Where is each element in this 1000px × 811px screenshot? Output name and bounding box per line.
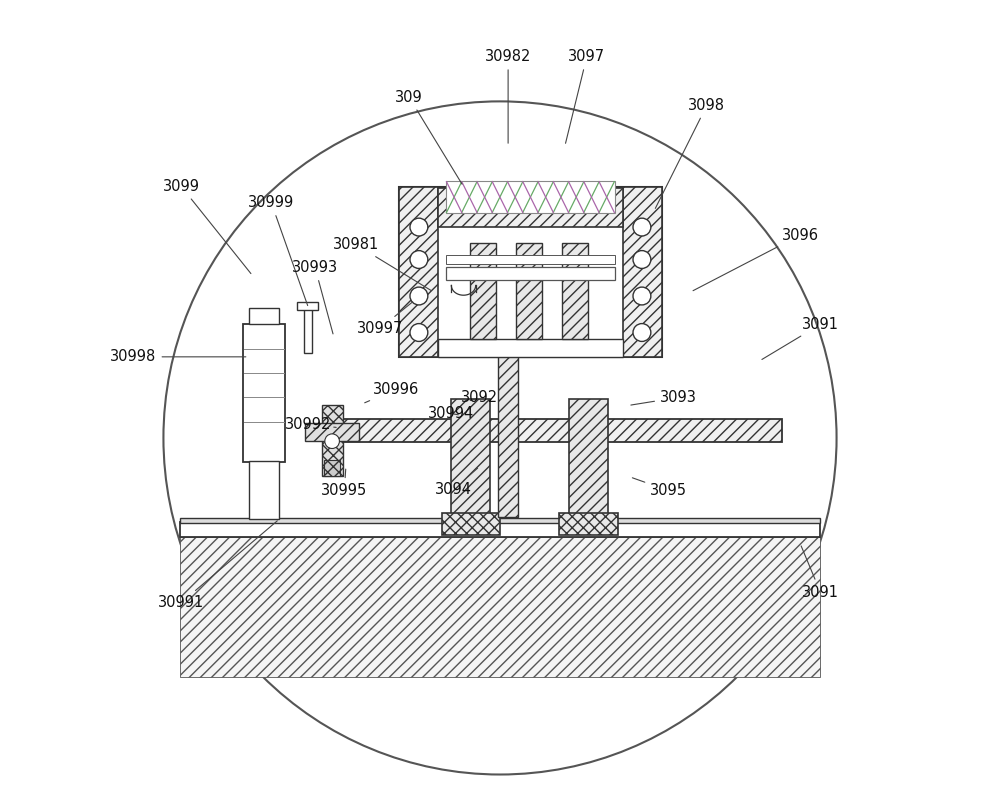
Text: 30996: 30996 bbox=[365, 382, 419, 403]
Bar bbox=[249, 461, 279, 519]
Bar bbox=[438, 339, 623, 357]
Bar bbox=[180, 522, 820, 537]
Text: 30998: 30998 bbox=[110, 350, 246, 364]
Text: 30992: 30992 bbox=[285, 417, 336, 431]
Text: 3096: 3096 bbox=[693, 228, 819, 290]
Bar bbox=[446, 255, 615, 264]
Text: 3095: 3095 bbox=[632, 478, 687, 498]
Bar bbox=[399, 187, 438, 357]
Bar bbox=[569, 399, 608, 517]
Text: 30997: 30997 bbox=[357, 302, 413, 336]
Bar bbox=[180, 518, 820, 523]
Bar bbox=[442, 513, 500, 535]
Text: 3091: 3091 bbox=[801, 546, 839, 599]
Bar bbox=[470, 243, 496, 339]
Bar bbox=[498, 354, 518, 517]
Circle shape bbox=[633, 324, 651, 341]
Bar bbox=[516, 243, 542, 339]
Circle shape bbox=[410, 218, 428, 236]
Text: 30993: 30993 bbox=[292, 260, 338, 334]
Circle shape bbox=[410, 251, 428, 268]
Text: 30982: 30982 bbox=[485, 49, 531, 144]
Bar bbox=[336, 419, 782, 442]
Text: 30991: 30991 bbox=[158, 521, 277, 610]
Bar bbox=[451, 399, 490, 517]
Text: 3097: 3097 bbox=[566, 49, 605, 144]
Text: 3093: 3093 bbox=[631, 390, 697, 405]
Bar bbox=[304, 308, 312, 353]
Bar bbox=[399, 187, 662, 357]
Circle shape bbox=[325, 434, 339, 448]
Text: 3099: 3099 bbox=[163, 179, 251, 273]
Bar bbox=[180, 537, 820, 677]
Bar bbox=[446, 267, 615, 280]
Text: 30999: 30999 bbox=[248, 195, 308, 306]
Text: 3094: 3094 bbox=[435, 468, 478, 496]
Bar bbox=[324, 460, 340, 476]
Circle shape bbox=[633, 218, 651, 236]
Bar bbox=[243, 324, 285, 462]
Bar bbox=[623, 187, 662, 357]
Text: 309: 309 bbox=[395, 90, 462, 184]
Text: 30994: 30994 bbox=[428, 406, 474, 421]
Text: 3091: 3091 bbox=[762, 317, 839, 359]
Bar bbox=[297, 302, 318, 310]
Text: 30995: 30995 bbox=[321, 469, 367, 498]
Bar bbox=[446, 181, 615, 213]
Bar bbox=[562, 243, 588, 339]
Circle shape bbox=[633, 251, 651, 268]
Bar bbox=[438, 188, 623, 227]
Circle shape bbox=[410, 287, 428, 305]
Circle shape bbox=[163, 101, 837, 775]
Bar bbox=[322, 405, 343, 476]
Circle shape bbox=[410, 324, 428, 341]
Circle shape bbox=[633, 287, 651, 305]
Bar bbox=[305, 423, 359, 441]
Bar bbox=[249, 308, 279, 324]
Bar bbox=[559, 513, 618, 535]
Text: 30981: 30981 bbox=[333, 238, 431, 290]
Text: 3098: 3098 bbox=[655, 98, 725, 208]
Text: 3092: 3092 bbox=[461, 390, 498, 405]
